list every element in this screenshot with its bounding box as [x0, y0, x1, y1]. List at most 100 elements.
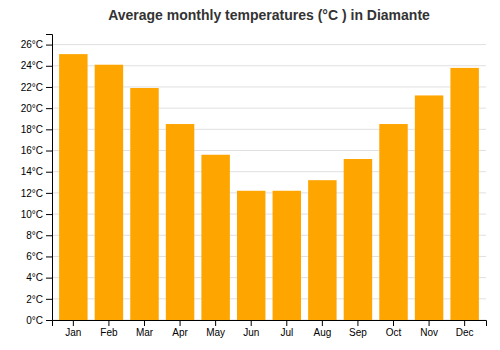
tick-mark: [322, 320, 323, 326]
tick-label: 24°C: [21, 60, 43, 71]
tick-mark: [46, 320, 52, 321]
tick-label: Sep: [349, 327, 367, 338]
tick: Sep: [349, 320, 367, 338]
axis-line: [53, 321, 487, 327]
plot: 0°C 2°C 4°C 6°C 8°C 10°C 12°C 14°C 16°C 18°C 20°C 2…: [21, 35, 487, 339]
tick-mark: [46, 45, 52, 46]
tick: 20°C: [21, 103, 52, 114]
tick-mark: [464, 320, 465, 326]
axis-line: [46, 35, 53, 321]
tick-mark: [46, 193, 52, 194]
x-axis: Jan Feb Mar Apr May Jun Jul Aug Sep Oct Nov Dec: [53, 320, 487, 338]
tick: Feb: [100, 320, 118, 338]
tick: 24°C: [21, 60, 52, 71]
tick-mark: [108, 320, 109, 326]
tick-label: 0°C: [26, 315, 43, 326]
tick: 26°C: [21, 39, 52, 50]
tick-mark: [429, 320, 430, 326]
tick: 10°C: [21, 209, 52, 220]
tick: Nov: [420, 320, 438, 338]
tick-mark: [46, 256, 52, 257]
tick-label: 18°C: [21, 124, 43, 135]
bar: [308, 180, 336, 320]
tick: May: [206, 320, 225, 338]
tick: 6°C: [26, 251, 52, 262]
tick-label: 8°C: [26, 230, 43, 241]
tick-label: Jul: [280, 327, 293, 338]
tick-label: 2°C: [26, 294, 43, 305]
bar: [166, 124, 194, 320]
tick: Dec: [456, 320, 474, 338]
tick-label: 20°C: [21, 103, 43, 114]
tick: Jul: [280, 320, 293, 338]
tick-mark: [46, 214, 52, 215]
tick: Oct: [386, 320, 402, 338]
tick-mark: [46, 172, 52, 173]
bar: [237, 191, 265, 320]
grid-line: [52, 44, 486, 45]
tick-mark: [46, 108, 52, 109]
tick-label: Apr: [172, 327, 188, 338]
chart: 0°C 2°C 4°C 6°C 8°C 10°C 12°C 14°C 16°C 18°C 20°C 2…: [0, 0, 500, 350]
tick-label: Feb: [100, 327, 118, 338]
tick-label: Jan: [65, 327, 81, 338]
bar: [450, 68, 478, 320]
tick-label: Jun: [243, 327, 259, 338]
tick-mark: [46, 278, 52, 279]
tick-mark: [46, 87, 52, 88]
title: Average monthly temperatures (°C ) in Di…: [108, 7, 430, 23]
tick: 12°C: [21, 188, 52, 199]
tick-mark: [180, 320, 181, 326]
tick-label: 10°C: [21, 209, 43, 220]
tick-label: 4°C: [26, 272, 43, 283]
tick-mark: [144, 320, 145, 326]
tick-label: 12°C: [21, 188, 43, 199]
tick-label: 6°C: [26, 251, 43, 262]
tick-mark: [251, 320, 252, 326]
tick-label: Oct: [386, 327, 402, 338]
bar: [273, 191, 301, 320]
grid: [52, 45, 486, 320]
tick-label: Aug: [313, 327, 331, 338]
tick: Apr: [172, 320, 188, 338]
tick-mark: [357, 320, 358, 326]
tick: Mar: [136, 320, 154, 338]
tick: 18°C: [21, 124, 52, 135]
tick-mark: [46, 299, 52, 300]
bar: [95, 65, 123, 320]
y-axis: 0°C 2°C 4°C 6°C 8°C 10°C 12°C 14°C 16°C 18°C 20°C 2…: [21, 35, 53, 326]
tick-label: Mar: [136, 327, 154, 338]
tick: 4°C: [26, 272, 52, 283]
tick: 22°C: [21, 82, 52, 93]
tick: 8°C: [26, 230, 52, 241]
bar: [130, 88, 158, 320]
tick-mark: [46, 151, 52, 152]
tick: Jan: [65, 320, 81, 338]
tick-mark: [215, 320, 216, 326]
tick-label: 26°C: [21, 39, 43, 50]
tick: 14°C: [21, 166, 52, 177]
bar: [379, 124, 407, 320]
tick: Aug: [313, 320, 331, 338]
tick-label: Dec: [456, 327, 474, 338]
bar: [344, 159, 372, 320]
tick-mark: [46, 235, 52, 236]
tick-mark: [393, 320, 394, 326]
tick: Jun: [243, 320, 259, 338]
tick-label: 16°C: [21, 145, 43, 156]
tick-mark: [46, 129, 52, 130]
tick: 2°C: [26, 294, 52, 305]
tick-label: Nov: [420, 327, 438, 338]
tick-label: 14°C: [21, 166, 43, 177]
tick-mark: [286, 320, 287, 326]
tick: 0°C: [26, 315, 52, 326]
bar: [59, 54, 87, 320]
bar: [415, 95, 443, 320]
bar: [201, 155, 229, 320]
tick-label: May: [206, 327, 225, 338]
tick-mark: [46, 66, 52, 67]
tick: 16°C: [21, 145, 52, 156]
tick-label: 22°C: [21, 82, 43, 93]
tick-mark: [73, 320, 74, 326]
bars: [59, 54, 479, 320]
